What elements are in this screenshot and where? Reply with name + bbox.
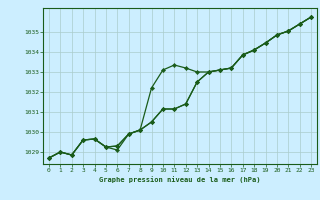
X-axis label: Graphe pression niveau de la mer (hPa): Graphe pression niveau de la mer (hPa)	[99, 176, 261, 183]
